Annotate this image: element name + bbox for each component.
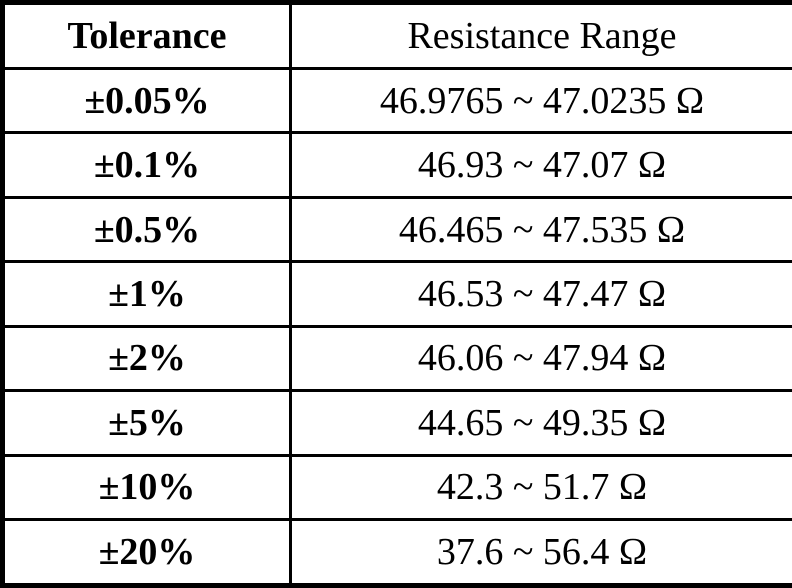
column-header-tolerance: Tolerance (1, 1, 292, 70)
table-header-row: Tolerance Resistance Range (1, 1, 792, 70)
table-row: ±0.05% 46.9765 ~ 47.0235 Ω (1, 66, 792, 135)
resistance-range-cell: 46.93 ~ 47.07 Ω (289, 131, 792, 199)
resistance-range-cell: 46.9765 ~ 47.0235 Ω (289, 66, 792, 135)
tolerance-cell: ±0.5% (1, 195, 292, 264)
tolerance-cell: ±1% (1, 260, 292, 328)
tolerance-cell: ±20% (1, 517, 292, 588)
resistance-range-cell: 46.53 ~ 47.47 Ω (289, 260, 792, 328)
resistance-range-cell: 44.65 ~ 49.35 Ω (289, 389, 792, 457)
column-header-resistance-range: Resistance Range (289, 1, 792, 70)
table-row: ±10% 42.3 ~ 51.7 Ω (1, 453, 792, 521)
tolerance-cell: ±10% (1, 453, 292, 521)
tolerance-cell: ±0.1% (1, 131, 292, 199)
resistance-range-cell: 46.06 ~ 47.94 Ω (289, 324, 792, 393)
table-row: ±5% 44.65 ~ 49.35 Ω (1, 389, 792, 457)
table-row: ±1% 46.53 ~ 47.47 Ω (1, 260, 792, 328)
tolerance-cell: ±5% (1, 389, 292, 457)
resistance-range-cell: 42.3 ~ 51.7 Ω (289, 453, 792, 521)
resistance-range-cell: 46.465 ~ 47.535 Ω (289, 195, 792, 264)
table-row: ±0.5% 46.465 ~ 47.535 Ω (1, 195, 792, 264)
tolerance-cell: ±0.05% (1, 66, 292, 135)
resistance-range-cell: 37.6 ~ 56.4 Ω (289, 517, 792, 588)
table-row: ±0.1% 46.93 ~ 47.07 Ω (1, 131, 792, 199)
table-row: ±20% 37.6 ~ 56.4 Ω (1, 517, 792, 588)
tolerance-cell: ±2% (1, 324, 292, 393)
table-row: ±2% 46.06 ~ 47.94 Ω (1, 324, 792, 393)
